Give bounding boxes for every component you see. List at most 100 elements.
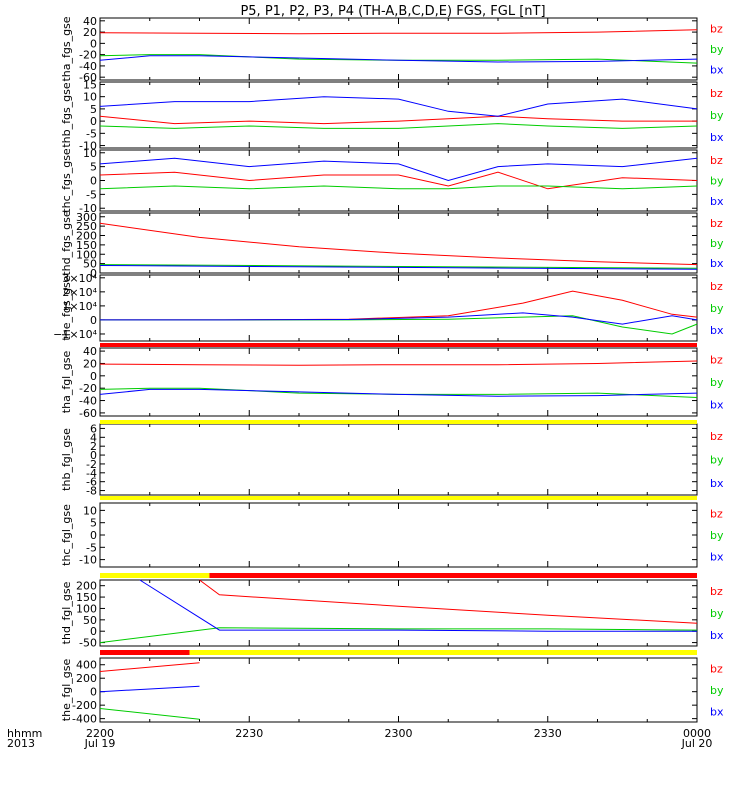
y-axis-label: thc_fgs_gse xyxy=(60,148,73,213)
time-tick-hhmm: 0000 xyxy=(683,727,711,740)
panel-frame xyxy=(99,657,698,723)
time-tick-hhmm: 2300 xyxy=(385,727,413,740)
y-tick-label: 200 xyxy=(76,230,97,243)
series-by xyxy=(99,708,200,720)
hhmm-row-label: hhmm xyxy=(7,727,42,740)
y-tick-label: -5 xyxy=(86,127,97,140)
y-tick-label: -400 xyxy=(72,713,97,726)
y-tick-label: 15 xyxy=(83,78,97,91)
flag-bar-yellow xyxy=(100,496,697,500)
y-tick-label: 5 xyxy=(90,517,97,530)
y-tick-label: 6 xyxy=(90,422,97,435)
series-bz xyxy=(99,662,200,672)
series-bx xyxy=(99,96,698,117)
legend-bz: bz xyxy=(710,87,723,100)
flag-bar-yellow xyxy=(100,573,210,578)
y-tick-label: -20 xyxy=(79,49,97,62)
series-bz xyxy=(99,115,697,125)
y-tick-label: −1×10⁴ xyxy=(53,328,97,341)
legend-bz: bz xyxy=(710,217,723,230)
legend-bx: bx xyxy=(710,195,724,208)
y-tick-label: 40 xyxy=(83,15,97,28)
panel-frame xyxy=(99,579,698,647)
y-axis-label: the_fgs_gse xyxy=(60,275,73,340)
y-tick-label: -200 xyxy=(72,699,97,712)
y-tick-label: 5 xyxy=(90,103,97,116)
legend-by: by xyxy=(710,237,724,250)
series-by xyxy=(99,627,698,644)
legend-by: by xyxy=(710,43,724,56)
time-tick-hhmm: 2330 xyxy=(534,727,562,740)
y-tick-label: 0 xyxy=(90,175,97,188)
panel-frame xyxy=(99,212,698,274)
legend-bx: bx xyxy=(710,257,724,270)
y-tick-label: 250 xyxy=(76,220,97,233)
series-by xyxy=(99,387,698,398)
y-tick-label: 100 xyxy=(76,602,97,615)
flag-bar-red xyxy=(100,343,697,347)
y-tick-label: -40 xyxy=(79,60,97,73)
series-bz xyxy=(99,29,698,35)
series-bx xyxy=(99,388,698,397)
legend-bx: bx xyxy=(710,399,724,412)
y-tick-label: 150 xyxy=(76,591,97,604)
y-axis-label: tha_fgl_gse xyxy=(60,351,73,414)
legend-bz: bz xyxy=(710,154,723,167)
series-bx xyxy=(99,685,200,693)
legend-bx: bx xyxy=(710,131,724,144)
series-bx xyxy=(139,579,697,632)
y-tick-label: 2 xyxy=(90,440,97,453)
legend-bz: bz xyxy=(710,22,723,35)
y-tick-label: 0 xyxy=(90,449,97,462)
series-bx xyxy=(99,265,698,270)
y-tick-label: 0 xyxy=(90,686,97,699)
flag-bar-yellow xyxy=(100,420,697,424)
y-axis-label: the_fgl_gse xyxy=(60,659,73,722)
y-tick-label: -8 xyxy=(86,485,97,498)
y-tick-label: 20 xyxy=(83,26,97,39)
y-axis-label: thb_fgs_gse xyxy=(60,82,73,148)
y-tick-label: -20 xyxy=(79,382,97,395)
y-tick-label: 0 xyxy=(90,625,97,638)
y-tick-label: -5 xyxy=(86,188,97,201)
y-tick-label: 300 xyxy=(76,211,97,224)
legend-by: by xyxy=(710,684,724,697)
panel-frame xyxy=(99,274,698,342)
y-tick-label: 100 xyxy=(76,248,97,261)
legend-bz: bz xyxy=(710,585,723,598)
y-axis-label: thd_fgs_gse xyxy=(60,210,73,276)
legend-bz: bz xyxy=(710,663,723,676)
series-bz xyxy=(99,360,698,366)
legend-bz: bz xyxy=(710,508,723,521)
y-axis-label: thd_fgl_gse xyxy=(60,581,73,644)
legend-by: by xyxy=(710,175,724,188)
legend-bx: bx xyxy=(710,705,724,718)
legend-bz: bz xyxy=(710,280,723,293)
y-tick-label: 50 xyxy=(83,614,97,627)
series-by xyxy=(99,264,698,269)
y-tick-label: 200 xyxy=(76,580,97,593)
flag-bar-yellow xyxy=(189,650,698,655)
legend-bx: bx xyxy=(710,324,724,337)
panel-frame xyxy=(99,17,698,81)
legend-bz: bz xyxy=(710,430,723,443)
y-axis-label: thc_fgl_gse xyxy=(60,504,73,566)
time-tick-date: Jul 19 xyxy=(84,737,116,750)
y-tick-label: 150 xyxy=(76,239,97,252)
y-tick-label: 4 xyxy=(90,431,97,444)
y-tick-label: -10 xyxy=(79,202,97,215)
y-tick-label: 0 xyxy=(90,267,97,280)
year-label: 2013 xyxy=(7,737,35,750)
y-tick-label: 2×10⁴ xyxy=(62,286,97,299)
y-tick-label: 40 xyxy=(83,345,97,358)
series-by xyxy=(99,54,698,64)
